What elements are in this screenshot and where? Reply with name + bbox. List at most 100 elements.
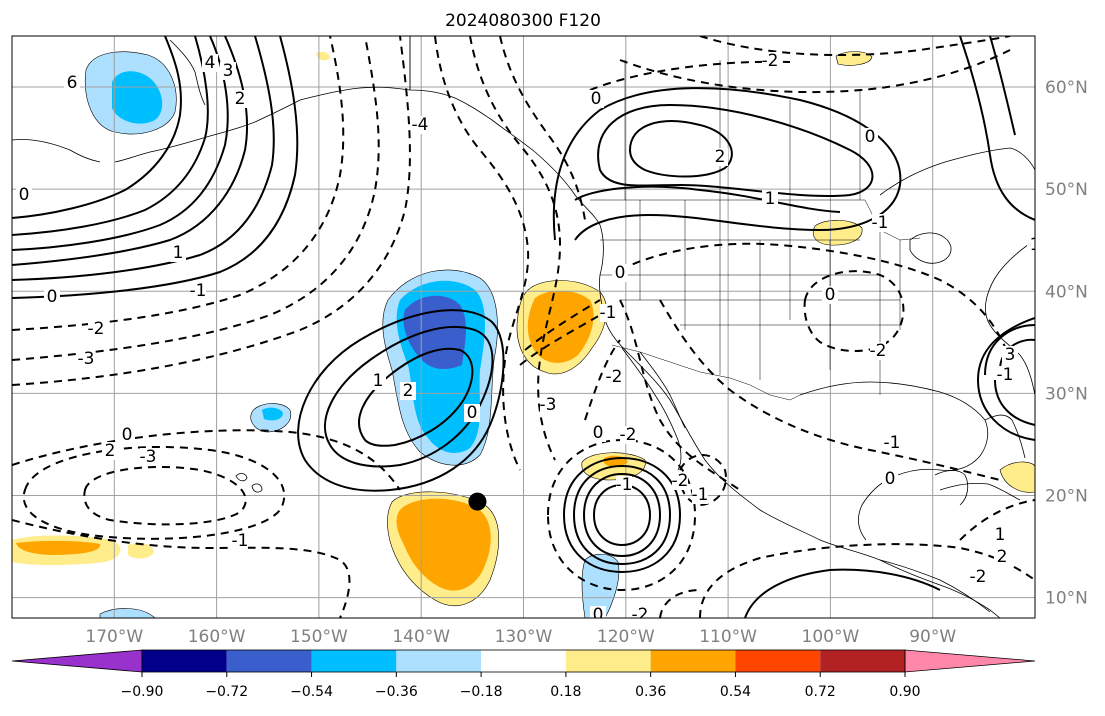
contour-dashed	[519, 314, 601, 366]
contour-dashed	[524, 299, 601, 351]
contour-label: 0	[591, 89, 602, 109]
colorbar-tick-label: 0.90	[889, 684, 920, 700]
border-states-horizontal-1	[600, 239, 900, 326]
contour-label-bg	[88, 320, 104, 338]
contour-solid-ring	[994, 379, 1035, 426]
map-frame	[11, 35, 1036, 619]
colorbar-segment	[565, 650, 651, 672]
contour-label: 0	[467, 403, 478, 423]
contour-label: -3	[78, 349, 95, 369]
contour-label-bg	[882, 470, 898, 488]
contour-dashed	[619, 49, 1011, 94]
coastline-gulf-of-mexico	[799, 381, 989, 541]
contour-dashed	[589, 60, 791, 91]
contour-label: 0	[19, 185, 30, 205]
contour-dashed	[699, 36, 1011, 57]
colorbar-segment	[650, 650, 736, 672]
contour-label-bg	[590, 606, 606, 618]
contour-label-bg	[400, 382, 416, 400]
lat-tick-label: 40°N	[1045, 282, 1088, 302]
contour-label-bg	[692, 486, 708, 504]
contour-label: -2	[88, 319, 105, 339]
colorbar-tick-label: −0.90	[121, 684, 164, 700]
contour-solid-ring	[984, 324, 1035, 376]
lon-tick-label: 140°W	[392, 627, 450, 647]
borders	[409, 36, 921, 401]
latitude-labels: 60°N 50°N 40°N 30°N 20°N 10°N	[1045, 78, 1088, 609]
contour-dashed	[659, 299, 1001, 481]
contour-label: -1	[692, 485, 709, 505]
contour-label-bg	[588, 90, 604, 108]
border-states-vertical	[639, 200, 901, 395]
contour-label: 0	[47, 287, 58, 307]
storm-marker	[468, 492, 487, 511]
contour-label: 0	[825, 285, 836, 305]
coastline-east	[985, 239, 1035, 396]
lon-tick-label: 160°W	[188, 627, 246, 647]
contour-dashed-ring	[546, 438, 697, 592]
contour-label: -1	[884, 433, 901, 453]
contour-label-bg	[884, 434, 900, 452]
colorbar-tick-label: 0.18	[550, 684, 581, 700]
lat-tick-label: 20°N	[1045, 486, 1088, 506]
contour-label: -1	[600, 303, 617, 323]
contour-label: 1	[373, 371, 384, 391]
contour-label-bg	[672, 472, 688, 490]
lat-tick-label: 50°N	[1045, 180, 1088, 200]
contour-solid-ring	[592, 483, 652, 547]
contour-label-bg	[994, 548, 1010, 566]
contour-label-bg	[64, 74, 80, 92]
contour-solid-loop	[297, 309, 505, 492]
coastline-alaska-south	[299, 86, 411, 101]
colorbar-segment	[311, 650, 397, 672]
contour-label: 1	[765, 189, 776, 209]
contour-dashed	[959, 499, 1035, 541]
contour-label-bg	[44, 288, 60, 306]
contour-label: 4	[205, 53, 216, 73]
contour-label: 3	[223, 61, 234, 81]
contour-dashed	[619, 242, 1011, 361]
contour-label: -4	[412, 115, 429, 135]
contour-solid	[12, 36, 209, 236]
coastline-hudson	[879, 147, 1035, 196]
contour-solid	[959, 36, 1035, 221]
contour-dashed	[699, 543, 1035, 618]
contour-dashed	[12, 36, 411, 386]
contour-label-bg	[992, 526, 1008, 544]
contour-label: -1	[872, 213, 889, 233]
contour-label: 2	[105, 441, 116, 461]
coastline-alaska-west	[169, 39, 206, 106]
contour-solid	[12, 36, 229, 251]
shade-tiny-yellow	[316, 51, 330, 61]
shade-bottom-blue	[99, 608, 156, 618]
shade-west-yellow-small	[128, 543, 154, 559]
contour-dashed	[12, 519, 351, 618]
border-canada-provinces	[624, 60, 861, 200]
shade-small-blue-core	[262, 407, 283, 421]
contour-label-bg	[822, 286, 838, 304]
colorbar-tick-label: −0.72	[205, 684, 248, 700]
shade-alaska-blue-core	[112, 71, 163, 124]
contour-label-bg	[612, 264, 628, 282]
contour-solid-loop	[597, 103, 874, 198]
coastline-alaska-peninsula	[114, 99, 301, 163]
contour-dashed-oval	[83, 465, 247, 526]
contour-label: 6	[67, 73, 78, 93]
colorbar-tick-label: 0.72	[805, 684, 836, 700]
contour-label-bg	[862, 128, 878, 146]
lon-tick-label: 120°W	[597, 627, 655, 647]
contour-label: 1	[1030, 235, 1041, 255]
contour-label: 2	[997, 547, 1008, 567]
contour-label-bg	[412, 116, 428, 134]
contour-solid-ring	[572, 464, 672, 566]
island-hawaii	[235, 473, 263, 493]
contour-label-bg	[190, 282, 206, 300]
contour-dashed-loop	[803, 270, 905, 352]
contour-label-bg	[762, 52, 778, 70]
colorbar-tick-label: −0.36	[375, 684, 418, 700]
contour-label-bg	[600, 304, 616, 322]
colorbar: −0.90 −0.72 −0.54 −0.36 −0.18 0.18 0.36 0.54 0.7…	[11, 649, 1036, 700]
coastline-great-lakes	[909, 232, 952, 264]
